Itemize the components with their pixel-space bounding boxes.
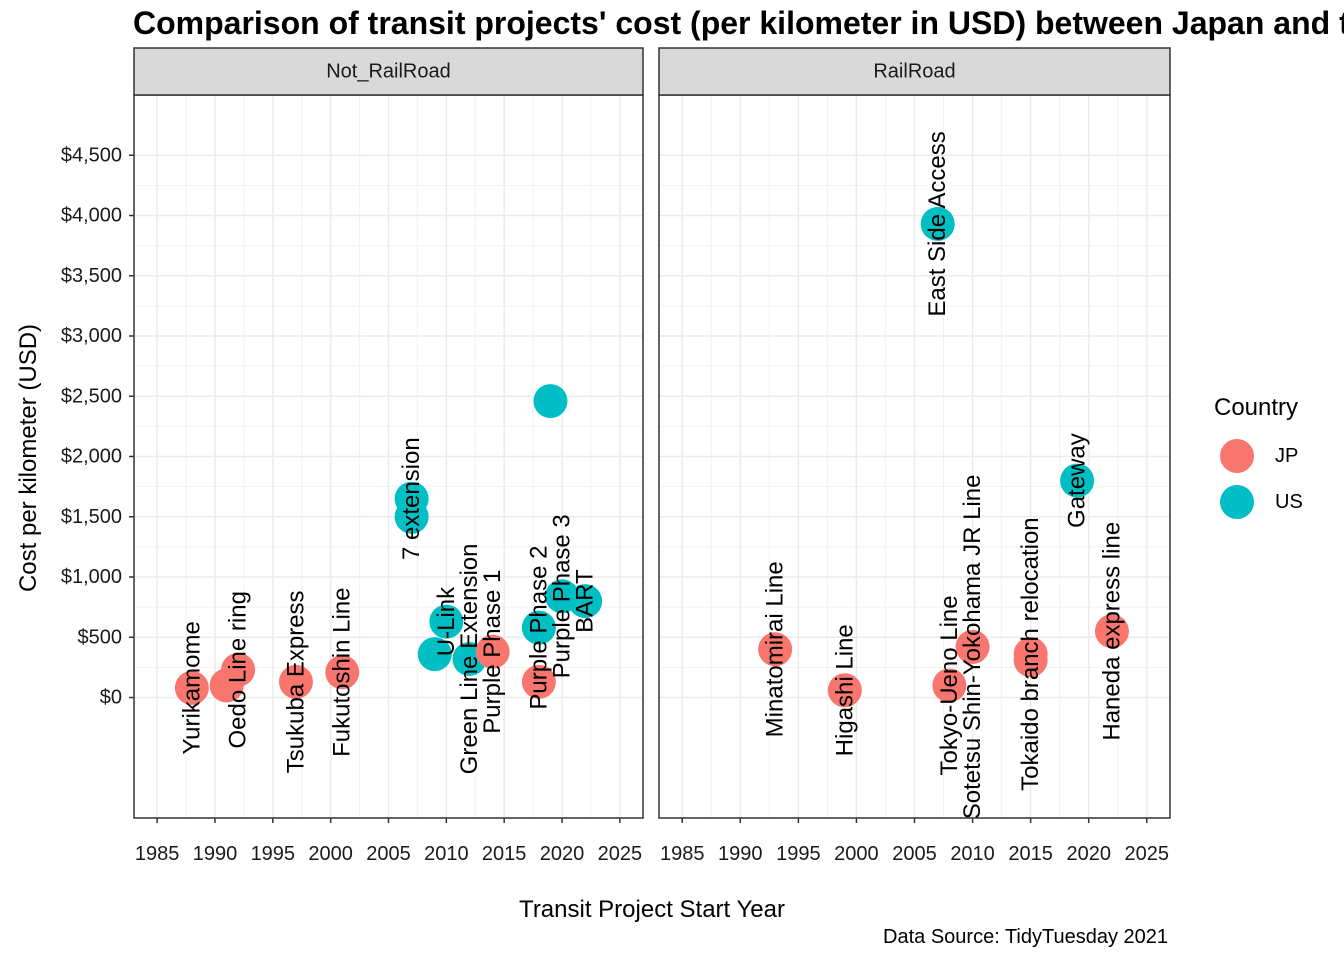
- data-point-jp: [221, 652, 256, 687]
- x-axis-title: Transit Project Start Year: [519, 896, 785, 923]
- point-label: Green Line Extension: [456, 544, 483, 775]
- point-label: U-Link: [433, 586, 460, 656]
- data-point-us: [533, 384, 568, 419]
- point-label: BART: [572, 569, 599, 633]
- x-tick-label: 1990: [718, 843, 763, 865]
- point-label: Tsukuba Express: [282, 590, 309, 773]
- x-tick-label: 2020: [540, 843, 585, 865]
- data-point-us: [920, 206, 955, 241]
- data-point-us: [568, 584, 603, 619]
- panel-not-railroad: Yurikamome Oedo Line ring Tsukuba Express F…: [133, 47, 644, 865]
- x-tick-label: 2020: [1066, 843, 1111, 865]
- x-tick-label: 1985: [135, 843, 180, 865]
- x-tick-label: 2005: [366, 843, 411, 865]
- x-tick-label: 1995: [251, 843, 296, 865]
- x-tick-label: 1990: [193, 843, 238, 865]
- legend: JP US: [1220, 439, 1303, 519]
- point-label: Purple Phase 2: [525, 546, 552, 710]
- data-point-jp: [827, 673, 862, 708]
- point-label: Higashi Line: [831, 624, 858, 756]
- x-tick-label: 2010: [950, 843, 995, 865]
- point-label: Gateway: [1064, 433, 1091, 528]
- y-tick-label: $500: [78, 626, 123, 648]
- x-tick-label: 2000: [834, 843, 879, 865]
- legend-label-us: US: [1275, 491, 1303, 513]
- y-tick-label: $2,500: [61, 385, 122, 407]
- point-label: Minatomirai Line: [762, 561, 789, 737]
- y-tick-label: $1,500: [61, 506, 122, 528]
- data-point-us: [417, 637, 452, 672]
- y-tick-label: $2,000: [61, 446, 122, 468]
- x-tick-label: 1985: [660, 843, 705, 865]
- data-point-us: [429, 604, 464, 639]
- point-label: East Side Access: [924, 131, 951, 316]
- data-point-jp: [325, 655, 360, 690]
- x-tick-label: 2025: [1125, 843, 1170, 865]
- legend-key-jp: [1220, 439, 1254, 473]
- x-tick-label: 1995: [776, 843, 821, 865]
- x-tick-label: 2015: [482, 843, 527, 865]
- strip-label: RailRoad: [873, 61, 955, 83]
- point-label: Purple Phase 3: [549, 514, 576, 678]
- point-label: Purple Phase 1: [479, 570, 506, 734]
- chart-title: Comparison of transit projects' cost (pe…: [133, 5, 1344, 41]
- y-tick-label: $4,000: [61, 205, 122, 227]
- x-tick-label: 2000: [308, 843, 353, 865]
- y-tick-label: $3,000: [61, 325, 122, 347]
- data-point-jp: [278, 664, 313, 699]
- strip-label: Not_RailRoad: [326, 61, 451, 83]
- point-label: Haneda express line: [1098, 522, 1125, 741]
- legend-key-us: [1220, 485, 1254, 519]
- data-point-us: [394, 499, 429, 534]
- y-tick-label: $4,500: [61, 144, 122, 166]
- y-axis-title: Cost per kilometer (USD): [15, 324, 42, 592]
- data-point-jp: [758, 632, 793, 667]
- y-tick-label: $1,000: [61, 566, 122, 588]
- strip-background: [658, 47, 1171, 96]
- caption: Data Source: TidyTuesday 2021: [883, 926, 1168, 948]
- point-label: 7 extension: [398, 437, 425, 560]
- data-point-us: [521, 610, 556, 645]
- data-point-jp: [475, 634, 510, 669]
- x-tick-label: 2025: [598, 843, 643, 865]
- y-tick-label: $3,500: [61, 265, 122, 287]
- panel-railroad: Minatomirai Line Higashi Line East Side Ac…: [658, 47, 1171, 865]
- data-point-jp: [1013, 643, 1048, 678]
- data-point-us: [1060, 463, 1095, 498]
- point-label: Fukutoshin Line: [329, 587, 356, 756]
- point-label: Sotetsu Shin-Yokohama JR Line: [959, 475, 986, 820]
- point-label: Oedo Line ring: [225, 591, 252, 748]
- data-point-jp: [521, 664, 556, 699]
- x-tick-label: 2005: [892, 843, 937, 865]
- data-point-jp: [1094, 614, 1129, 649]
- y-tick-label: $0: [100, 687, 122, 709]
- point-label: Tokaido branch relocation: [1017, 517, 1044, 791]
- legend-title: Country: [1214, 394, 1298, 421]
- data-point-jp: [932, 668, 967, 703]
- point-label: Yurikamome: [178, 621, 205, 754]
- legend-label-jp: JP: [1275, 445, 1298, 467]
- data-point-jp: [174, 670, 209, 705]
- data-point-jp: [955, 629, 990, 664]
- x-tick-label: 2010: [424, 843, 469, 865]
- strip-background: [133, 47, 644, 96]
- x-tick-label: 2015: [1008, 843, 1053, 865]
- point-label: Tokyo-Ueno Line: [936, 595, 963, 775]
- plot-area: Yurikamome Oedo Line ring Tsukuba Express F…: [61, 47, 1171, 865]
